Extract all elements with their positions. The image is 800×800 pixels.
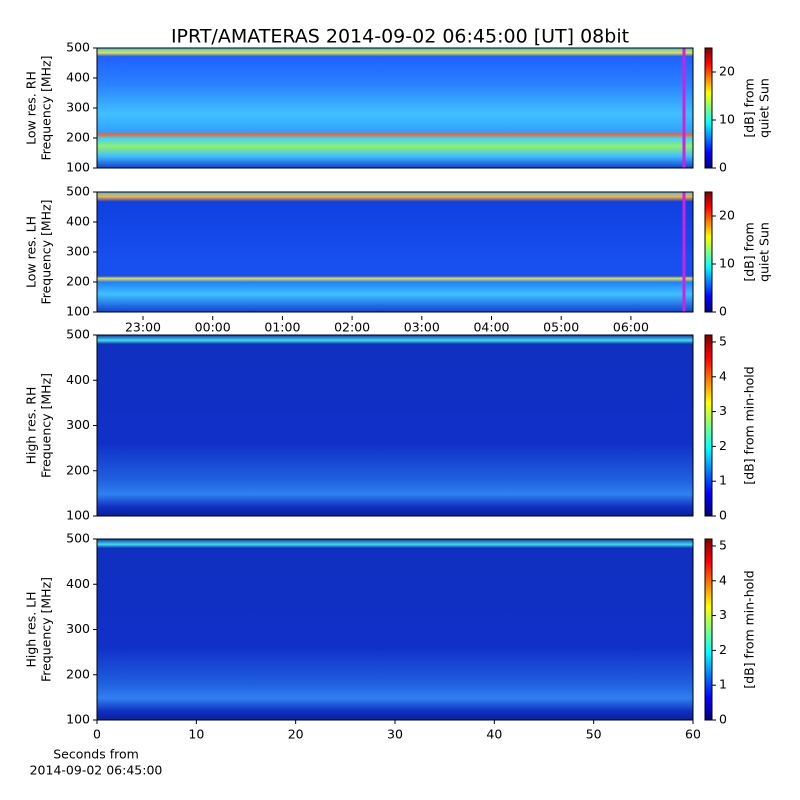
y-tick-label: 200	[66, 462, 90, 477]
colorbar-tick-label: 3	[719, 403, 727, 418]
y-tick-label: 100	[66, 304, 90, 319]
spectrogram	[97, 539, 693, 720]
y-tick-label: 400	[66, 576, 90, 591]
y-axis-label: High res. LH	[24, 591, 39, 667]
y-tick-label: 200	[66, 666, 90, 681]
colorbar-label: [dB] from	[742, 78, 757, 137]
colorbar-tick-label: 20	[719, 64, 735, 79]
colorbar-tick-label: 5	[719, 537, 727, 552]
x-tick-label: 02:00	[334, 320, 370, 335]
y-tick-label: 500	[66, 40, 90, 55]
y-tick-label: 300	[66, 417, 90, 432]
y-tick-label: 200	[66, 130, 90, 145]
y-axis-label: Frequency [MHz]	[39, 199, 54, 304]
spectrogram	[97, 48, 693, 168]
x-tick-label: 0	[93, 727, 101, 742]
y-axis-label: Low res. LH	[24, 216, 39, 288]
spectrogram	[97, 192, 693, 312]
colorbar	[704, 47, 713, 169]
colorbar-tick-label: 2	[719, 642, 727, 657]
y-tick-label: 300	[66, 100, 90, 115]
colorbar-label: [dB] from	[742, 222, 757, 281]
y-axis-label: Low res. RH	[24, 71, 39, 145]
y-axis-label: High res. RH	[24, 387, 39, 465]
colorbar-label: [dB] from min-hold	[742, 570, 757, 688]
colorbar-tick-label: 10	[719, 256, 735, 271]
x-tick-label: 03:00	[404, 320, 440, 335]
y-tick-label: 500	[66, 184, 90, 199]
x-tick-label: 00:00	[195, 320, 231, 335]
y-tick-label: 500	[66, 531, 90, 546]
y-tick-label: 400	[66, 372, 90, 387]
y-tick-label: 100	[66, 712, 90, 727]
colorbar-label: [dB] from min-hold	[742, 366, 757, 484]
x-tick-label: 20	[288, 727, 304, 742]
colorbar-tick-label: 4	[719, 572, 727, 587]
y-tick-label: 300	[66, 621, 90, 636]
colorbar-tick-label: 5	[719, 333, 727, 348]
colorbar-tick-label: 20	[719, 208, 735, 223]
y-axis-label: Frequency [MHz]	[39, 55, 54, 160]
y-tick-label: 300	[66, 244, 90, 259]
y-tick-label: 500	[66, 327, 90, 342]
colorbar-label: quiet Sun	[757, 78, 772, 138]
x-tick-label: 40	[486, 727, 502, 742]
colorbar-tick-label: 3	[719, 607, 727, 622]
y-axis-label: Frequency [MHz]	[39, 373, 54, 478]
colorbar-label: quiet Sun	[757, 222, 772, 282]
colorbar	[704, 334, 713, 517]
x-tick-label: 60	[685, 727, 701, 742]
spectrogram	[97, 335, 693, 516]
colorbar-tick-label: 0	[719, 712, 727, 727]
colorbar-tick-label: 1	[719, 677, 727, 692]
x-tick-label: 06:00	[613, 320, 649, 335]
x-tick-label: 23:00	[125, 320, 161, 335]
colorbar-tick-label: 2	[719, 438, 727, 453]
colorbar-tick-label: 0	[719, 304, 727, 319]
y-tick-label: 400	[66, 70, 90, 85]
colorbar-tick-label: 10	[719, 112, 735, 127]
x-axis-label: Seconds from	[53, 747, 139, 762]
x-tick-label: 04:00	[473, 320, 509, 335]
colorbar-tick-label: 0	[719, 160, 727, 175]
x-axis-label: 2014-09-02 06:45:00	[30, 763, 163, 778]
colorbar-tick-label: 0	[719, 508, 727, 523]
chart-title: IPRT/AMATERAS 2014-09-02 06:45:00 [UT] 0…	[171, 26, 629, 48]
y-tick-label: 200	[66, 274, 90, 289]
y-tick-label: 400	[66, 214, 90, 229]
colorbar	[704, 538, 713, 721]
colorbar-tick-label: 4	[719, 368, 727, 383]
x-tick-label: 30	[387, 727, 403, 742]
x-tick-label: 10	[188, 727, 204, 742]
colorbar-tick-label: 1	[719, 473, 727, 488]
y-tick-label: 100	[66, 160, 90, 175]
x-tick-label: 01:00	[264, 320, 300, 335]
x-tick-label: 50	[586, 727, 602, 742]
y-tick-label: 100	[66, 508, 90, 523]
colorbar	[704, 191, 713, 313]
y-axis-label: Frequency [MHz]	[39, 577, 54, 682]
x-tick-label: 05:00	[543, 320, 579, 335]
